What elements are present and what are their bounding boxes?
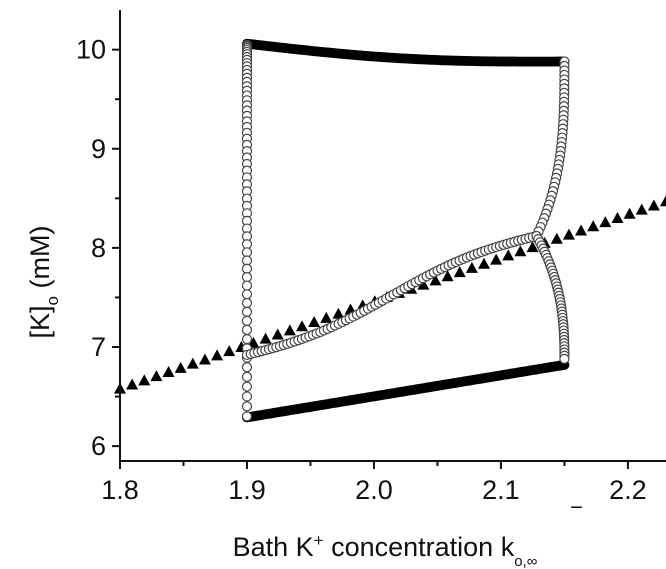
triangle-point [198, 353, 211, 365]
axes [119, 10, 666, 462]
triangle-point [599, 216, 612, 228]
open-circle-point [241, 289, 253, 300]
open-circle-point [241, 280, 253, 291]
triangle-point [186, 357, 199, 369]
open-circle-point [241, 333, 253, 345]
triangle-point [490, 253, 503, 265]
triangle-point [575, 224, 588, 236]
triangle-point [138, 374, 151, 386]
x-tick-label: 1.9 [228, 475, 266, 505]
triangle-point [660, 195, 666, 207]
y-tick-label: 8 [91, 233, 106, 263]
open-circle-point [241, 362, 253, 373]
open-circle-point [241, 391, 253, 402]
triangle-point [502, 249, 515, 261]
triangle-point [635, 203, 648, 215]
open-circle-point [241, 371, 253, 383]
triangle-point [647, 199, 660, 211]
data-marks [114, 38, 666, 423]
triangle-point [126, 378, 139, 390]
open-circle-point [241, 315, 253, 326]
triangle-point [150, 370, 163, 382]
open-circle-point [241, 411, 253, 422]
triangle-point [223, 345, 236, 357]
x-tick-label: 2.2 [609, 475, 647, 505]
y-tick-label: 7 [91, 332, 106, 362]
triangle-point [296, 320, 308, 332]
open-circle-point [241, 255, 253, 266]
x-axis-title: Bath K+ concentration ko,∞ [233, 531, 538, 569]
open-circle-point [241, 297, 253, 309]
triangle-point [611, 211, 624, 223]
triangle-point [283, 324, 296, 336]
triangle-point [308, 316, 321, 328]
open-circle-point [241, 381, 253, 392]
triangle-point [550, 232, 563, 244]
open-circle-point [241, 272, 253, 283]
y-tick-label: 6 [91, 431, 106, 461]
triangle-point [259, 332, 272, 344]
x-axis-symbol-bar: ‾ [571, 504, 582, 534]
open-circle-point [241, 401, 253, 412]
triangle-point [174, 361, 187, 373]
triangle-point [271, 328, 284, 340]
ticks: 1.8 1.9 2.0 2.1 2.2 6 7 8 9 10 [76, 35, 647, 505]
x-tick-label: 1.8 [101, 475, 139, 505]
triangle-point [429, 274, 442, 286]
open-circle-point [241, 306, 253, 317]
triangle-point [478, 257, 490, 269]
triangle-point [332, 307, 345, 319]
triangle-point [417, 278, 430, 290]
triangle-point [211, 349, 224, 361]
triangle-point [453, 266, 466, 278]
x-tick-label: 2.0 [355, 475, 393, 505]
y-tick-label: 10 [76, 35, 106, 65]
x-tick-label: 2.1 [482, 475, 520, 505]
open-circle-point [241, 263, 253, 274]
triangle-point [623, 207, 636, 219]
triangle-point [162, 365, 175, 377]
triangle-point [526, 241, 539, 253]
triangle-point [587, 220, 600, 232]
triangle-point [465, 261, 478, 273]
y-axis-title: [K]o (mM) [25, 226, 62, 339]
triangle-point [562, 228, 575, 240]
y-tick-label: 9 [91, 134, 106, 164]
triangle-point [441, 270, 454, 282]
triangle-point [514, 245, 527, 257]
open-circle-point [241, 324, 253, 336]
triangle-point [320, 311, 333, 323]
open-circle-point [559, 353, 570, 365]
